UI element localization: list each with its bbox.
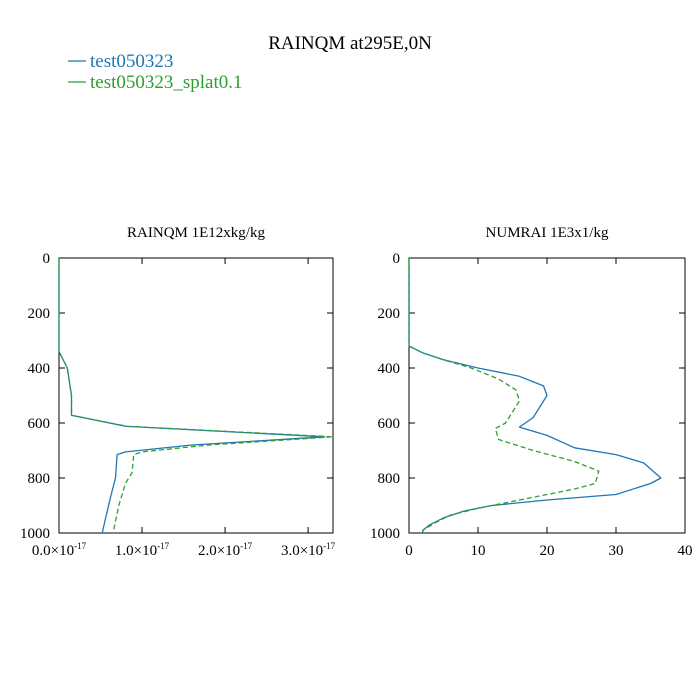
y-tick-label: 0 bbox=[43, 251, 51, 267]
numrai-panel: NUMRAI 1E3x1/kg 0 200 400 600 800 1000 0 10 20 30 4… bbox=[370, 225, 693, 559]
plot-frame bbox=[58, 257, 334, 534]
legend-label-test050323: test050323 bbox=[90, 51, 173, 72]
series-line-test050323 bbox=[58, 258, 326, 534]
y-tick-label: 200 bbox=[378, 306, 401, 322]
panel-title: RAINQM 1E12xkg/kg bbox=[127, 225, 265, 241]
x-tick-label: 30 bbox=[609, 543, 624, 559]
figure-legend: test050323 test050323_splat0.1 bbox=[68, 51, 243, 93]
y-tick-label: 1000 bbox=[370, 526, 400, 542]
legend-label-test050323-splat: test050323_splat0.1 bbox=[90, 72, 243, 93]
x-tick-label: 10 bbox=[471, 543, 486, 559]
y-tick-label: 1000 bbox=[20, 526, 50, 542]
x-tick-label: 1.0×10-17 bbox=[115, 541, 170, 559]
series-line-test050323-splat0-1 bbox=[408, 258, 600, 533]
y-tick-label: 0 bbox=[393, 251, 401, 267]
y-tick-label: 800 bbox=[378, 471, 401, 487]
y-tick-label: 600 bbox=[28, 416, 51, 432]
x-tick-label: 40 bbox=[678, 543, 693, 559]
rainqm-panel: RAINQM 1E12xkg/kg 0 200 400 600 800 10000.0×10… bbox=[20, 225, 336, 559]
x-tick-label: 2.0×10-17 bbox=[198, 541, 253, 559]
y-tick-label: 600 bbox=[378, 416, 401, 432]
figure-title: RAINQM at295E,0N bbox=[268, 33, 432, 54]
panel-title: NUMRAI 1E3x1/kg bbox=[486, 225, 609, 241]
x-tick-label: 0 bbox=[405, 543, 413, 559]
y-tick-label: 400 bbox=[378, 361, 401, 377]
y-tick-label: 200 bbox=[28, 306, 51, 322]
y-tick-label: 800 bbox=[28, 471, 51, 487]
y-tick-label: 400 bbox=[28, 361, 51, 377]
x-tick-label: 20 bbox=[540, 543, 555, 559]
x-tick-label: 3.0×10-17 bbox=[281, 541, 336, 559]
series-line-test050323 bbox=[408, 258, 662, 533]
x-tick-label: 0.0×10-17 bbox=[32, 541, 87, 559]
series-line-test050323-splat0-1 bbox=[58, 258, 334, 534]
